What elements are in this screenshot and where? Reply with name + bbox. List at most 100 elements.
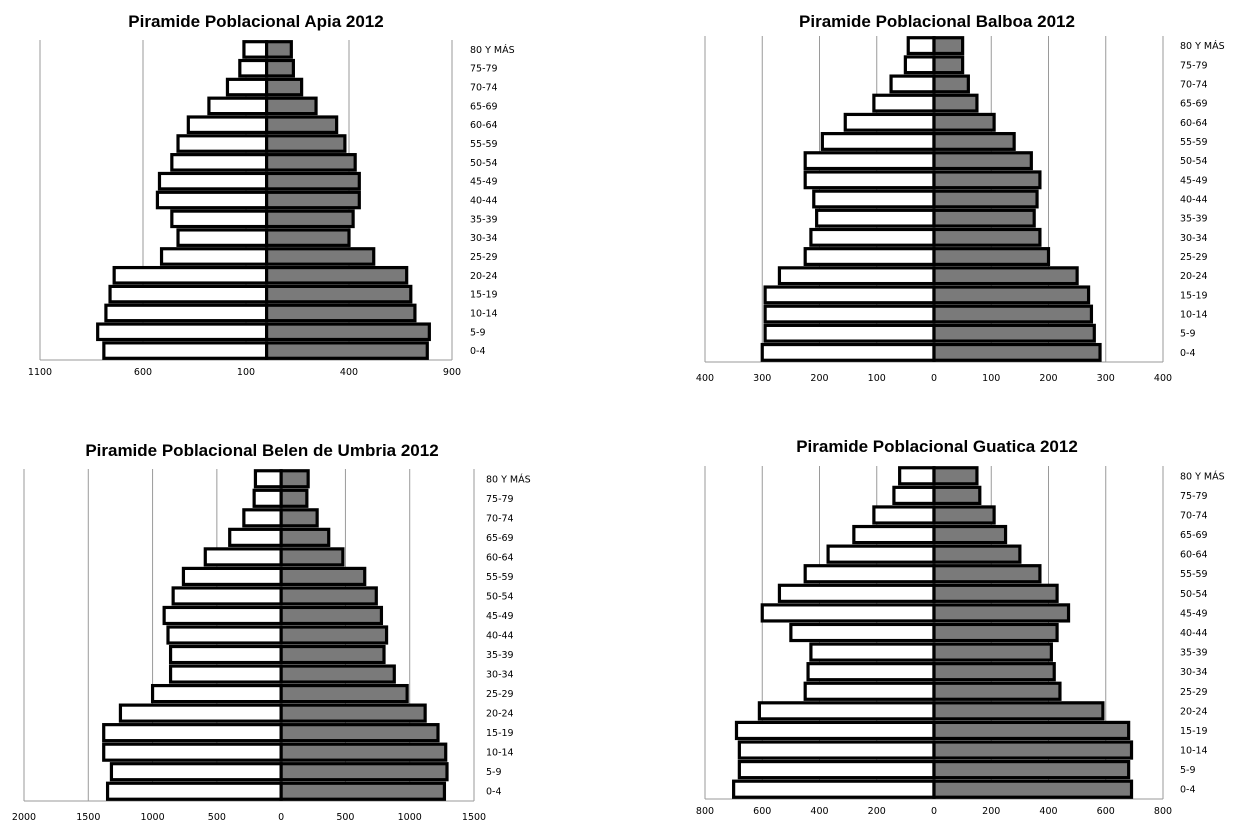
bar-left-60-64 [186, 115, 269, 135]
bar-right-0-4 [932, 779, 1134, 799]
bar-left-65-69 [872, 93, 936, 113]
category-label: 15-19 [1180, 726, 1208, 737]
bar-left-0-4 [760, 342, 936, 362]
bar-left-55-59 [820, 132, 936, 151]
category-label: 40-44 [470, 196, 498, 207]
category-label: 75-79 [470, 64, 498, 75]
category-label: 55-59 [1180, 569, 1208, 580]
bar-right-15-19 [265, 284, 413, 304]
bar-left-25-29 [159, 247, 269, 266]
category-label: 65-69 [1180, 99, 1208, 110]
bar-left-15-19 [734, 720, 936, 741]
bar-right-30-34 [279, 664, 396, 684]
category-label: 20-24 [486, 709, 514, 720]
bar-right-60-64 [932, 544, 1022, 564]
bar-right-25-29 [279, 683, 409, 704]
category-label: 60-64 [1180, 118, 1208, 129]
bar-left-65-69 [207, 96, 269, 116]
bar-left-30-34 [176, 228, 269, 247]
bar-right-25-29 [932, 247, 1051, 266]
category-label: 15-19 [470, 290, 498, 301]
bar-right-35-39 [932, 642, 1053, 662]
bar-right-60-64 [932, 112, 996, 132]
x-tick-label: 100 [237, 367, 255, 378]
category-label: 30-34 [470, 233, 498, 244]
bar-left-60-64 [826, 544, 936, 564]
bar-left-35-39 [168, 644, 283, 665]
category-label: 30-34 [1180, 233, 1208, 244]
x-tick-label: 400 [696, 373, 714, 384]
category-label: 75-79 [1180, 60, 1208, 71]
category-label: 20-24 [1180, 271, 1208, 282]
x-tick-label: 0 [931, 806, 937, 817]
category-label: 35-39 [1180, 214, 1208, 225]
x-tick-label: 200 [982, 806, 1000, 817]
category-label: 45-49 [1180, 175, 1208, 186]
category-label: 0-4 [470, 346, 486, 357]
bar-right-15-19 [279, 723, 440, 743]
chart-panel-balboa: Piramide Poblacional Balboa 2012 0-4 5-9 1… [617, 0, 1235, 413]
bar-right-20-24 [265, 265, 409, 285]
category-label: 35-39 [470, 214, 498, 225]
bar-left-80-y-más [242, 40, 269, 59]
x-tick-label: 0 [931, 373, 937, 384]
bar-right-5-9 [279, 762, 449, 782]
bar-right-75-79 [279, 488, 309, 508]
bar-left-30-34 [809, 227, 936, 247]
bar-right-50-54 [265, 153, 357, 172]
category-label: 50-54 [1180, 589, 1208, 600]
category-label: 40-44 [1180, 195, 1208, 206]
bar-right-35-39 [265, 209, 355, 229]
bar-right-25-29 [265, 247, 376, 266]
bar-right-50-54 [279, 586, 378, 606]
bar-right-40-44 [279, 625, 389, 645]
category-label: 25-29 [470, 252, 498, 263]
bar-right-5-9 [932, 323, 1096, 343]
bar-left-20-24 [112, 265, 269, 285]
category-label: 70-74 [470, 83, 498, 94]
category-label: 80 Y MÁS [486, 473, 531, 485]
bar-left-70-74 [225, 77, 269, 97]
bar-right-30-34 [932, 227, 1042, 247]
x-tick-label: 200 [810, 373, 828, 384]
category-label: 5-9 [486, 767, 502, 778]
bar-right-5-9 [932, 759, 1131, 780]
category-label: 10-14 [486, 748, 514, 759]
bar-left-55-59 [181, 566, 283, 587]
category-label: 20-24 [1180, 706, 1208, 717]
bar-right-55-59 [932, 564, 1042, 584]
bar-left-30-34 [806, 662, 936, 682]
bar-right-50-54 [932, 583, 1059, 603]
category-label: 55-59 [486, 572, 514, 583]
bar-right-60-64 [265, 115, 339, 135]
bar-left-55-59 [803, 564, 936, 584]
category-label: 60-64 [486, 552, 514, 563]
bar-left-70-74 [242, 508, 283, 528]
bar-left-25-29 [803, 681, 936, 701]
bar-right-80-y-más [932, 466, 979, 486]
category-label: 65-69 [1180, 530, 1208, 541]
bar-right-30-34 [932, 662, 1056, 682]
bar-right-20-24 [932, 701, 1105, 721]
bar-right-70-74 [932, 74, 970, 94]
bar-left-10-14 [763, 304, 936, 324]
bar-right-0-4 [279, 781, 447, 801]
bar-right-15-19 [932, 720, 1131, 741]
bar-right-40-44 [265, 190, 361, 210]
bar-right-65-69 [932, 93, 979, 113]
category-label: 45-49 [470, 177, 498, 188]
bar-left-0-4 [732, 779, 936, 799]
bar-left-40-44 [166, 625, 283, 645]
bar-left-35-39 [809, 642, 936, 662]
bar-right-0-4 [932, 342, 1102, 362]
bar-left-80-y-más [906, 36, 936, 56]
bar-left-40-44 [789, 622, 936, 643]
category-label: 30-34 [486, 670, 514, 681]
category-label: 70-74 [1180, 79, 1208, 90]
bar-left-15-19 [763, 285, 936, 305]
category-label: 5-9 [1180, 329, 1196, 340]
bar-left-15-19 [102, 723, 283, 743]
bar-right-65-69 [932, 524, 1008, 545]
bar-right-75-79 [932, 485, 982, 506]
x-tick-label: 400 [810, 806, 828, 817]
